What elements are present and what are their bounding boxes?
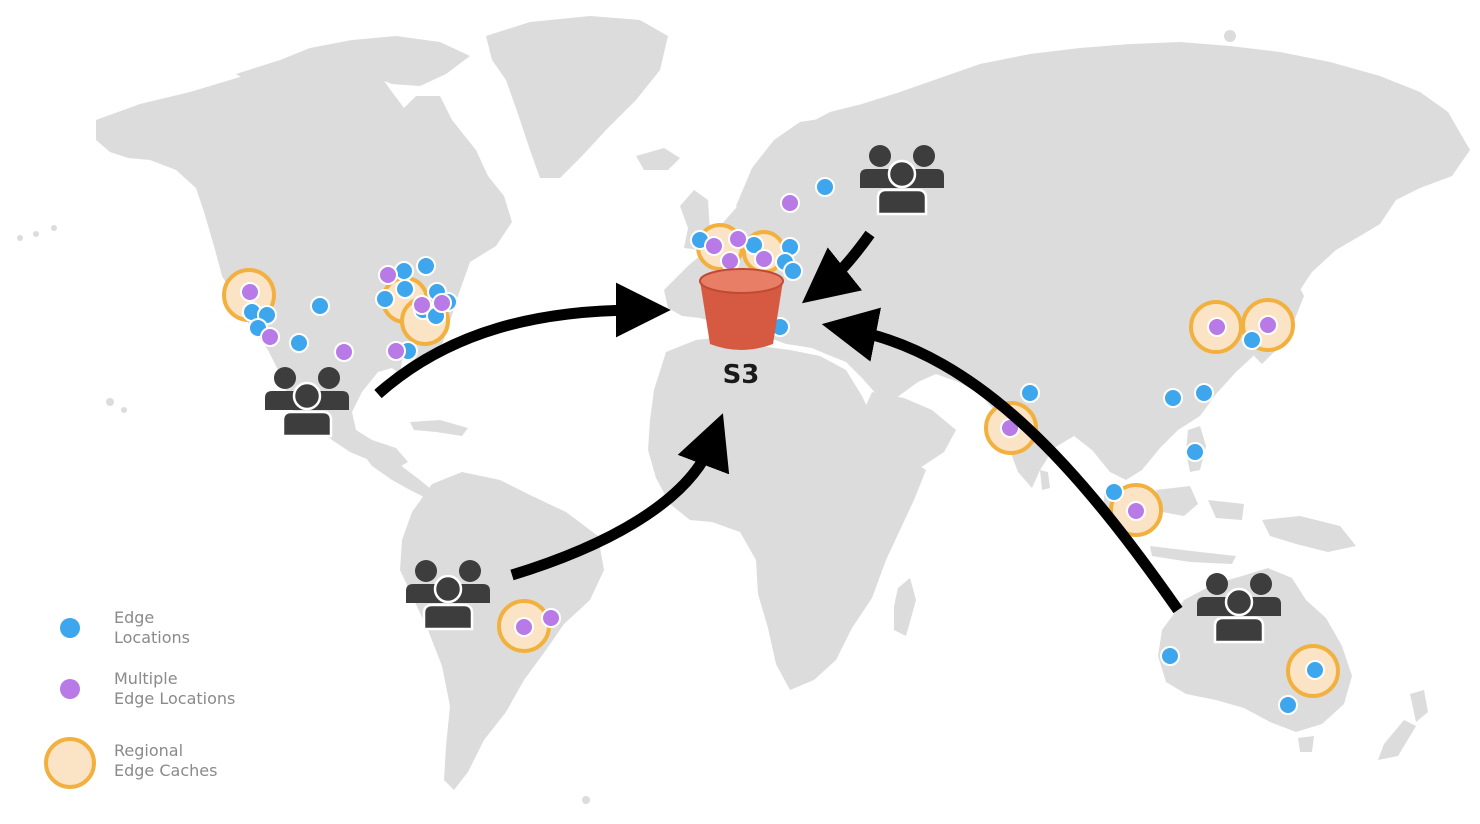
edge-location-dot xyxy=(310,296,330,316)
legend-regional-line1: Regional xyxy=(114,741,184,760)
arrow-europe-to-s3 xyxy=(801,230,875,304)
central-america-land xyxy=(356,430,432,498)
edge-location-dot xyxy=(1305,660,1325,680)
new-guinea-land xyxy=(1262,516,1356,552)
sri-lanka-land xyxy=(1040,470,1050,490)
edge-location-dot xyxy=(1194,383,1214,403)
arrow-south-america-to-s3 xyxy=(510,413,730,581)
legend-regional-cache-ring xyxy=(44,737,96,789)
bucket-body xyxy=(700,281,783,350)
legend-multiple-edge-dot xyxy=(60,679,80,699)
edge-location-dot xyxy=(1185,442,1205,462)
edge-location-dot xyxy=(395,279,415,299)
legend-multiple-line2: Edge Locations xyxy=(114,689,236,708)
multiple-edge-dot xyxy=(240,282,260,302)
legend-edge-line2: Locations xyxy=(114,628,191,647)
caribbean-land xyxy=(410,420,468,436)
multiple-edge-dot xyxy=(334,342,354,362)
arrow-north-america-to-s3 xyxy=(374,282,671,399)
multiple-edge-dot xyxy=(541,608,561,628)
north-america-land xyxy=(96,56,512,470)
edge-location-dot xyxy=(289,333,309,353)
arrow-australia-to-s3 xyxy=(821,307,1183,614)
request-arrows xyxy=(374,230,1183,614)
legend-edge-label: Edge Locations xyxy=(114,608,190,648)
iceland-land xyxy=(636,148,680,170)
bucket-rim xyxy=(699,268,784,294)
multiple-edge-dot xyxy=(728,229,748,249)
madagascar-land xyxy=(894,578,916,636)
multiple-edge-dot xyxy=(386,341,406,361)
multiple-edge-dot xyxy=(260,327,280,347)
edge-location-dot xyxy=(1020,383,1040,403)
edge-location-dot xyxy=(1104,482,1124,502)
edge-location-dot xyxy=(1160,646,1180,666)
multiple-edge-dot xyxy=(704,236,724,256)
multiple-edge-dot xyxy=(1126,501,1146,521)
multiple-edge-dot xyxy=(412,295,432,315)
multiple-edge-dot xyxy=(754,249,774,269)
legend-multiple-line1: Multiple xyxy=(114,669,178,688)
s3-bucket-icon: S3 xyxy=(699,268,784,390)
eurasia-land xyxy=(664,42,1470,488)
arctic-islands-land xyxy=(236,36,470,86)
multiple-edge-locations xyxy=(240,193,1278,637)
scandinavia-land xyxy=(736,118,836,216)
legend-regional-line2: Edge Caches xyxy=(114,761,218,780)
multiple-edge-dot xyxy=(1258,315,1278,335)
legend xyxy=(44,618,96,789)
multiple-edge-dot xyxy=(720,251,740,271)
multiple-edge-dot xyxy=(378,265,398,285)
greenland-land xyxy=(486,16,668,178)
tasmania-land xyxy=(1298,736,1314,752)
edge-location-dot xyxy=(1242,330,1262,350)
edge-location-dot xyxy=(1163,388,1183,408)
edge-location-dot xyxy=(1278,695,1298,715)
legend-regional-label: Regional Edge Caches xyxy=(114,741,217,781)
new-zealand-land xyxy=(1378,690,1428,760)
legend-multiple-label: Multiple Edge Locations xyxy=(114,669,235,709)
edge-location-dot xyxy=(783,261,803,281)
multiple-edge-dot xyxy=(432,293,452,313)
edge-location-dot xyxy=(815,177,835,197)
multiple-edge-dot xyxy=(514,617,534,637)
bucket-label: S3 xyxy=(723,360,760,390)
multiple-edge-dot xyxy=(1207,317,1227,337)
multiple-edge-dot xyxy=(780,193,800,213)
edge-location-dot xyxy=(416,256,436,276)
legend-edge-line1: Edge xyxy=(114,608,155,627)
edge-location-dot xyxy=(375,289,395,309)
legend-edge-location-dot xyxy=(60,618,80,638)
